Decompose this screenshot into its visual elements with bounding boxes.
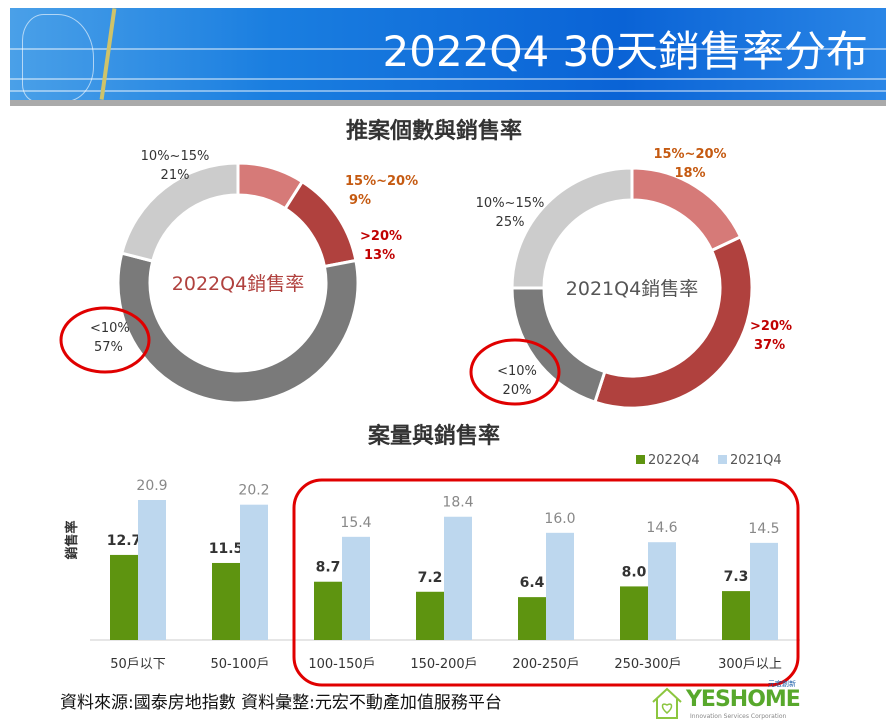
bar-2021Q4 <box>240 504 268 640</box>
map-graphic <box>22 14 94 100</box>
slice-label: >20% <box>750 319 792 334</box>
slice-label: 15%~20% <box>345 174 418 189</box>
bar-2022Q4 <box>110 554 138 640</box>
slice-value: 20% <box>503 383 532 398</box>
logo-chinese: 元宏創新 <box>768 680 796 688</box>
legend-swatch <box>718 455 727 464</box>
yeshome-logo: YESHOME Innovation Services Corporation … <box>650 680 860 724</box>
legend-label: 2021Q4 <box>730 453 782 468</box>
highlight-box <box>292 478 800 687</box>
bar-2021Q4 <box>750 542 778 640</box>
bar-section-title: 案量與銷售率 <box>367 423 500 449</box>
x-tick-label: 50-100戶 <box>210 657 269 672</box>
legend-label: 2022Q4 <box>648 453 700 468</box>
x-tick-label: 250-300戶 <box>614 657 681 672</box>
donut-slice <box>116 251 360 405</box>
slice-value: 13% <box>364 248 395 263</box>
data-label: 15.4 <box>340 515 371 531</box>
x-tick-label: 300戶以上 <box>718 657 782 672</box>
x-tick-label: 200-250戶 <box>512 657 579 672</box>
bar-2021Q4 <box>546 532 574 640</box>
bar-2022Q4 <box>416 591 444 640</box>
logo-text: YESHOME <box>686 687 801 712</box>
data-label: 18.4 <box>442 495 473 511</box>
bar-2022Q4 <box>620 586 648 640</box>
data-label: 7.2 <box>418 570 443 586</box>
slice-label: <10% <box>90 321 130 336</box>
data-label: 20.2 <box>238 483 269 499</box>
divider <box>10 100 886 106</box>
donut-center-label: 2021Q4銷售率 <box>566 278 698 300</box>
data-label: 7.3 <box>724 569 749 585</box>
slice-label: 10%~15% <box>141 149 210 164</box>
legend-swatch <box>636 455 645 464</box>
slice-value: 25% <box>496 215 525 230</box>
bar-2022Q4 <box>722 591 750 640</box>
source-note: 資料來源:國泰房地指數 資料彙整:元宏不動產加值服務平台 <box>60 693 502 713</box>
slice-value: 21% <box>161 168 190 183</box>
donut-center-label: 2022Q4銷售率 <box>172 273 304 295</box>
bar-2021Q4 <box>138 500 166 640</box>
data-label: 8.0 <box>622 564 647 580</box>
slice-label: >20% <box>360 229 402 244</box>
logo-subtitle: Innovation Services Corporation <box>690 713 787 720</box>
data-label: 11.5 <box>209 541 244 557</box>
highlight-circle <box>469 338 561 406</box>
slice-value: 9% <box>349 193 371 208</box>
donut-slice <box>119 161 240 263</box>
bar-2022Q4 <box>212 562 240 640</box>
bar-2022Q4 <box>314 581 342 640</box>
bar-2021Q4 <box>648 542 676 640</box>
bar-2021Q4 <box>444 516 472 640</box>
donut-section-title: 推案個數與銷售率 <box>346 118 522 144</box>
slice-value: 57% <box>94 340 123 355</box>
data-label: 8.7 <box>316 560 341 576</box>
slice-value: 37% <box>754 338 785 353</box>
highlight-circle <box>59 306 151 374</box>
y-axis-label: 銷售率 <box>64 520 80 559</box>
data-label: 14.6 <box>646 520 677 536</box>
slice-label: <10% <box>497 364 537 379</box>
data-label: 12.7 <box>107 533 142 549</box>
donut-slice <box>593 234 754 410</box>
slice-label: 15%~20% <box>653 147 726 162</box>
donut-slice <box>510 166 634 290</box>
x-tick-label: 150-200戶 <box>410 657 477 672</box>
x-tick-label: 50戶以下 <box>110 657 166 672</box>
data-label: 14.5 <box>748 521 779 537</box>
header-banner: 2022Q4 30天銷售率分布 <box>10 8 886 100</box>
house-icon <box>652 687 682 719</box>
slice-value: 18% <box>674 166 705 181</box>
donut-slice <box>283 179 358 269</box>
page-title: 2022Q4 30天銷售率分布 <box>382 27 868 76</box>
data-label: 16.0 <box>544 511 575 527</box>
bar-2022Q4 <box>518 597 546 640</box>
slice-label: 10%~15% <box>476 196 545 211</box>
x-tick-label: 100-150戶 <box>308 657 375 672</box>
data-label: 6.4 <box>520 575 545 591</box>
bar-2021Q4 <box>342 536 370 640</box>
data-label: 20.9 <box>136 478 167 494</box>
